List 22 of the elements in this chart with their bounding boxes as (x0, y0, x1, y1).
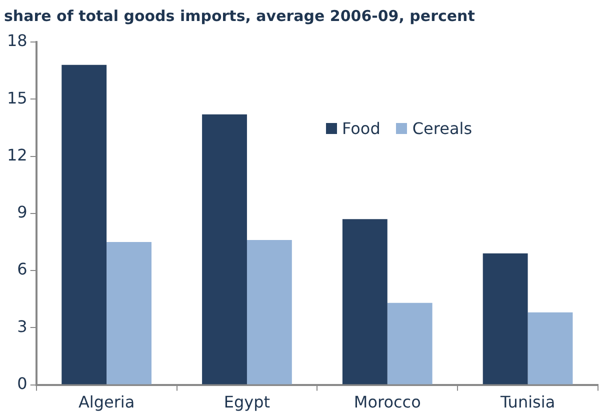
y-tick-label: 9 (17, 202, 28, 222)
y-tick-label: 15 (7, 88, 28, 108)
x-tick-label: Morocco (354, 392, 421, 412)
legend-label: Food (341, 119, 380, 138)
bar (62, 64, 107, 384)
bar (387, 302, 432, 384)
y-tick-label: 3 (17, 316, 28, 336)
y-tick-label: 12 (7, 145, 28, 164)
bar (246, 240, 292, 384)
x-tick-label: Algeria (78, 392, 135, 412)
y-tick-label: 6 (17, 260, 28, 279)
y-tick-label: 0 (17, 374, 28, 393)
x-tick-label: Tunisia (499, 392, 556, 412)
bar (106, 242, 152, 384)
bar (482, 253, 528, 384)
bar (202, 114, 247, 384)
y-tick-label: 18 (7, 31, 28, 50)
bar (528, 312, 573, 384)
chart-title: share of total goods imports, average 2006-09, percent (4, 6, 475, 25)
bar (342, 219, 388, 384)
legend-label: Cereals (411, 119, 472, 138)
x-tick-label: Egypt (224, 392, 270, 412)
